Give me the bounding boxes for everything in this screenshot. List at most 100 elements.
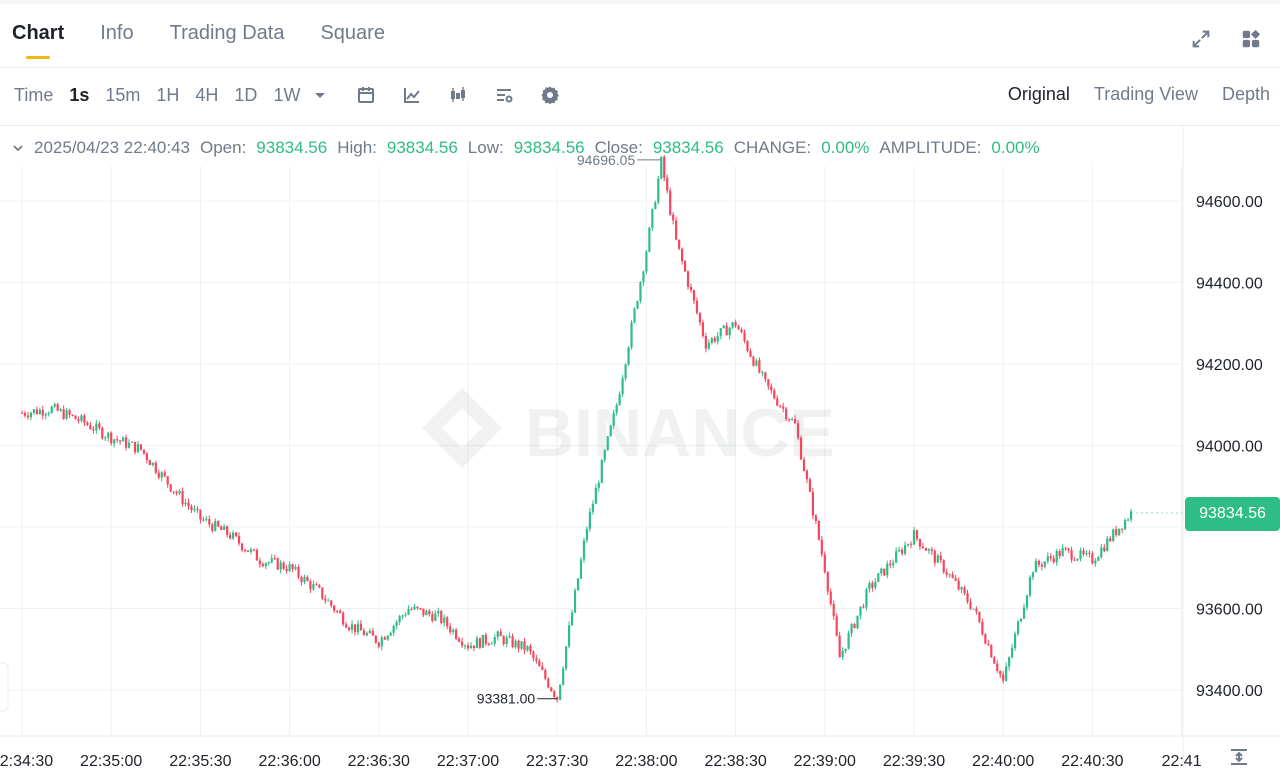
candle <box>1118 528 1121 536</box>
candle-body <box>440 610 443 623</box>
left-drawing-tool-handle[interactable] <box>0 662 9 712</box>
candle-body <box>148 460 151 466</box>
interval-1h[interactable]: 1H <box>156 85 180 105</box>
candle <box>487 642 490 647</box>
candle <box>365 631 369 637</box>
candle-body <box>389 632 392 636</box>
candle <box>550 686 553 692</box>
candle <box>1124 518 1127 531</box>
candle <box>921 542 925 549</box>
candle-body <box>716 335 719 342</box>
gear-icon[interactable] <box>540 85 560 105</box>
layout-grid-icon[interactable] <box>1240 28 1262 50</box>
interval-1w[interactable]: 1W <box>273 85 301 105</box>
candle <box>984 633 987 645</box>
calendar-icon[interactable] <box>356 85 376 105</box>
interval-15m[interactable]: 15m <box>105 85 141 105</box>
candle-body <box>273 558 276 560</box>
candle-body <box>282 562 285 569</box>
candle <box>285 565 288 574</box>
candle-body <box>44 414 47 416</box>
candle-body <box>835 616 838 636</box>
candle <box>770 383 773 395</box>
candle-body <box>333 605 336 611</box>
tab-info[interactable]: Info <box>100 22 134 44</box>
candle-body <box>410 608 413 610</box>
interval-4h[interactable]: 4H <box>195 85 219 105</box>
candle-body <box>570 612 574 626</box>
candle <box>597 480 600 492</box>
candle-body <box>419 608 422 610</box>
candle-body <box>740 329 743 333</box>
candle-body <box>966 593 969 602</box>
view-trading-view[interactable]: Trading View <box>1093 84 1198 104</box>
candle-body <box>889 563 892 566</box>
more-intervals-dropdown-icon[interactable] <box>310 85 330 105</box>
candle-body <box>336 610 339 612</box>
candle-body <box>663 156 666 178</box>
y-tick-label: 93400.00 <box>1196 683 1263 700</box>
tab-square[interactable]: Square <box>320 22 385 44</box>
candle-body <box>793 419 797 424</box>
candle <box>356 620 360 636</box>
candle <box>431 611 434 623</box>
candle-body <box>1016 621 1020 634</box>
candle <box>639 281 642 304</box>
candle-body <box>1112 529 1115 541</box>
candle-body <box>948 574 951 576</box>
top-tab-bar: Chart Info Trading Data Square <box>0 0 1280 68</box>
candle-body <box>675 220 678 240</box>
tab-trading-data[interactable]: Trading Data <box>169 22 285 44</box>
candle <box>701 319 704 339</box>
candle <box>883 568 886 576</box>
chevron-down-icon[interactable] <box>12 142 24 154</box>
ohlc-info-bar: 2025/04/23 22:40:43 Open: 93834.56 High:… <box>12 138 1040 158</box>
candle <box>53 402 56 408</box>
candlestick-type-icon[interactable] <box>448 85 468 105</box>
candle-body <box>505 637 508 644</box>
view-original[interactable]: Original <box>1007 84 1070 104</box>
candle-body <box>838 635 841 658</box>
candle <box>119 439 122 445</box>
fullscreen-icon[interactable] <box>1190 28 1212 50</box>
candle <box>695 297 699 315</box>
candle <box>1073 557 1076 561</box>
candle-body <box>41 409 44 416</box>
candle-body <box>71 414 74 416</box>
interval-1d[interactable]: 1D <box>234 85 258 105</box>
view-depth[interactable]: Depth <box>1221 84 1270 104</box>
candle <box>139 444 143 451</box>
candle <box>999 670 1002 679</box>
y-tick-label: 94600.00 <box>1196 194 1263 211</box>
candle-body <box>243 550 247 552</box>
candle <box>44 412 47 420</box>
candle-body <box>487 643 490 645</box>
candle-body <box>502 636 505 644</box>
candle <box>234 531 238 538</box>
candle-body <box>1043 561 1046 567</box>
candle <box>553 690 556 699</box>
candle-body <box>258 560 261 565</box>
candle-body <box>478 638 481 648</box>
candle-body <box>776 398 779 406</box>
candle <box>157 469 160 480</box>
candle <box>841 647 844 660</box>
price-chart[interactable]: BINANCE 94600.00 94400.00 94200.00 94000.00 9… <box>0 126 1280 768</box>
indicators-icon[interactable] <box>402 85 422 105</box>
candle <box>651 208 654 232</box>
candle <box>297 564 300 580</box>
candle <box>939 551 942 564</box>
candle <box>392 624 395 637</box>
candle-body <box>597 483 600 488</box>
interval-1s[interactable]: 1s <box>69 85 90 105</box>
candle <box>353 624 357 636</box>
interval-time[interactable]: Time <box>14 85 54 105</box>
chart-settings-list-icon[interactable] <box>494 85 514 105</box>
candle <box>544 668 547 681</box>
x-tick-label: 22:39:00 <box>794 753 856 768</box>
candle-body <box>805 470 809 480</box>
candle <box>657 175 660 205</box>
candle <box>398 614 401 626</box>
auto-scale-icon[interactable] <box>1228 748 1250 766</box>
tab-chart[interactable]: Chart <box>12 22 65 59</box>
